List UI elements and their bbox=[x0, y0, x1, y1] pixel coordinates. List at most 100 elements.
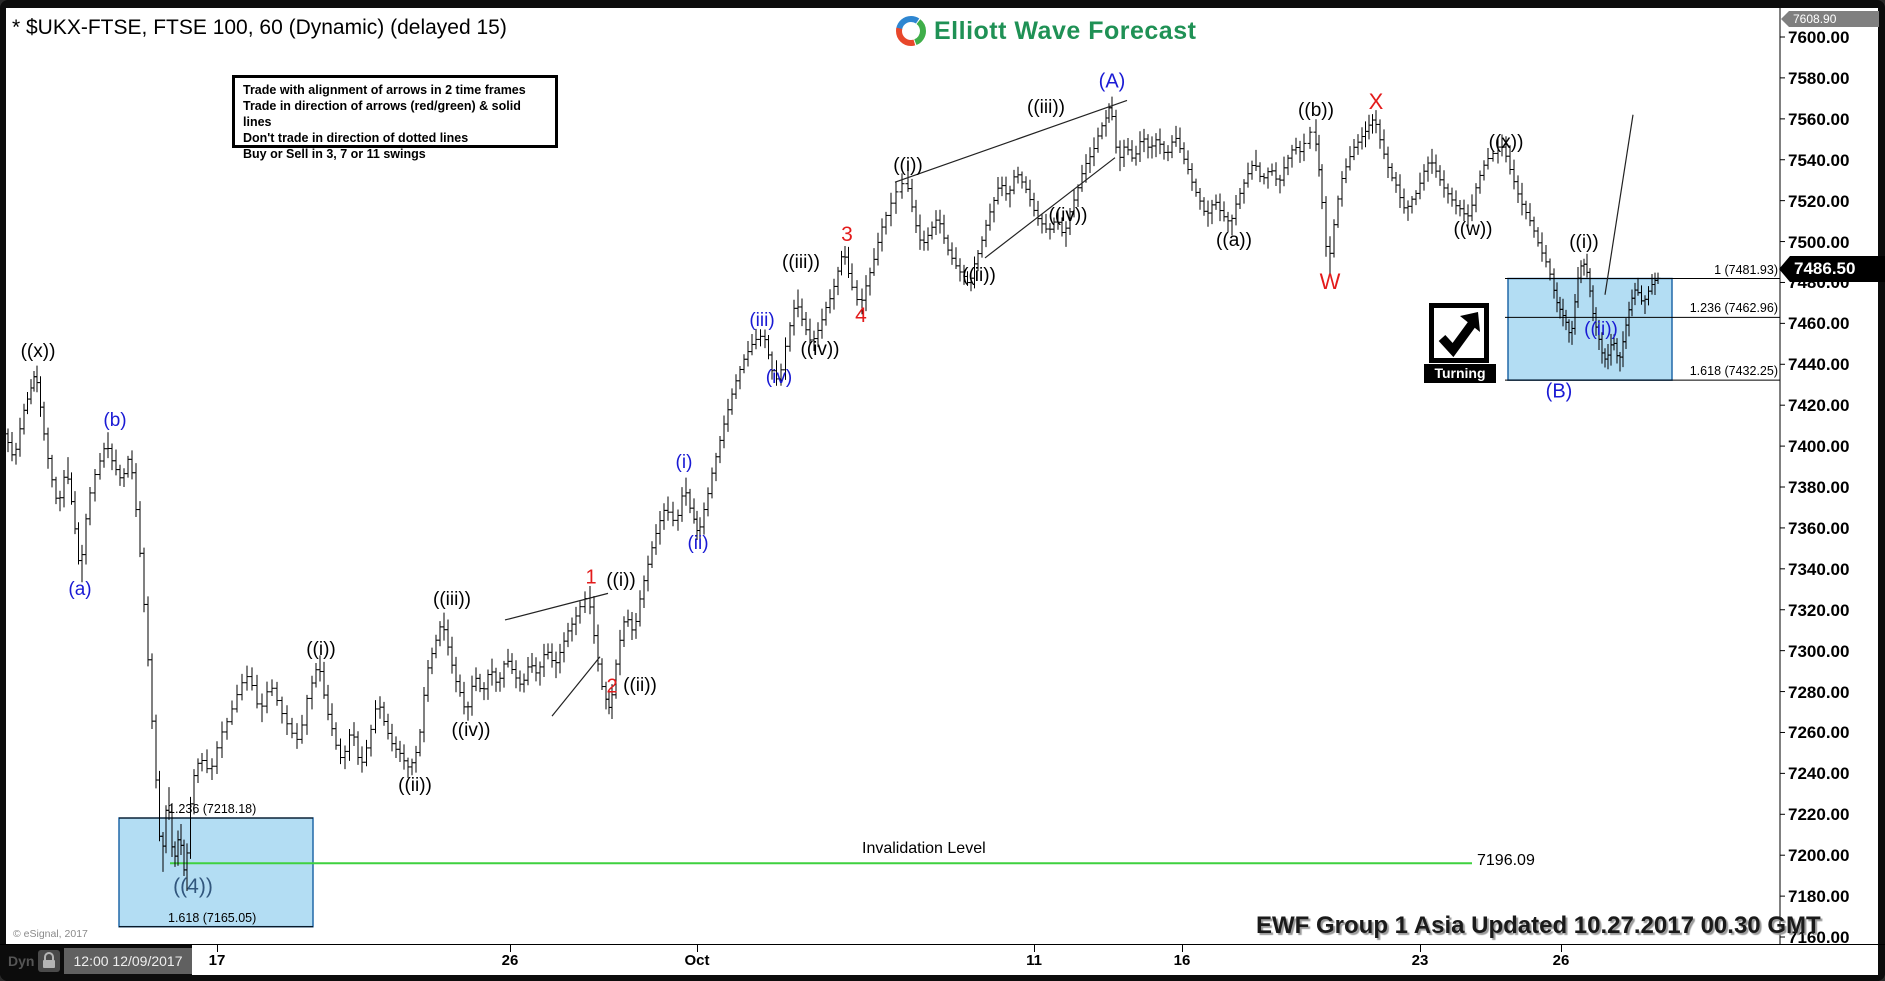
invalidation-value: 7196.09 bbox=[1477, 852, 1535, 870]
price-axis-pane[interactable]: 7600.00 7580.00 7560.00 7540.00 7520.00 7500.… bbox=[1780, 8, 1878, 948]
trade-note-line: Don't trade in direction of dotted lines bbox=[243, 131, 469, 145]
x-axis-tick bbox=[1420, 945, 1421, 952]
price-axis-label: 7340.00 bbox=[1788, 559, 1850, 579]
x-axis-label: 11 bbox=[1026, 952, 1042, 969]
wave-label[interactable]: ((ii)) bbox=[623, 675, 657, 696]
fib-level-label: 1.236 (7462.96) bbox=[1689, 301, 1778, 316]
invalidation-label: Invalidation Level bbox=[862, 840, 986, 858]
price-axis-label: 7320.00 bbox=[1788, 600, 1850, 620]
update-stamp: EWF Group 1 Asia Updated 10.27.2017 00.3… bbox=[1256, 912, 1821, 939]
wave-label[interactable]: ((i)) bbox=[893, 155, 923, 176]
wave-label[interactable]: ((ii)) bbox=[398, 775, 432, 796]
wave-label[interactable]: W bbox=[1319, 269, 1341, 294]
trendline[interactable] bbox=[984, 157, 1116, 259]
price-axis-label: 7520.00 bbox=[1788, 191, 1850, 211]
wave-label[interactable]: ((iv)) bbox=[1048, 205, 1088, 226]
x-axis-tick bbox=[217, 945, 218, 952]
x-axis-label: 23 bbox=[1411, 952, 1429, 969]
brand-name: Elliott Wave Forecast bbox=[934, 16, 1197, 45]
price-axis-label: 7160.00 bbox=[1788, 928, 1850, 948]
trendline[interactable] bbox=[894, 99, 1128, 183]
wave-label[interactable]: ((a)) bbox=[1216, 230, 1252, 251]
wave-label[interactable]: ((iv)) bbox=[800, 339, 840, 360]
x-axis-tick bbox=[1182, 945, 1183, 952]
fib-level-label: 1.618 (7165.05) bbox=[168, 910, 257, 925]
wave-label[interactable]: ((iv)) bbox=[451, 720, 491, 741]
fib-target-box[interactable] bbox=[118, 817, 314, 928]
wave-label[interactable]: ((b)) bbox=[1298, 100, 1334, 121]
price-axis-label: 7200.00 bbox=[1788, 846, 1850, 866]
wave-label[interactable]: ((ii)) bbox=[1584, 319, 1618, 340]
price-axis-label: 7400.00 bbox=[1788, 437, 1850, 457]
price-axis-label: 7460.00 bbox=[1788, 314, 1850, 334]
wave-label[interactable]: 4 bbox=[855, 304, 867, 327]
fib-level-label: 1.236 (7218.18) bbox=[168, 802, 257, 816]
price-axis-label: 7580.00 bbox=[1788, 68, 1850, 88]
trade-note-box[interactable]: Trade with alignment of arrows in 2 time… bbox=[232, 75, 558, 161]
wave-label[interactable]: ((x)) bbox=[20, 341, 56, 362]
wave-label[interactable]: ((x)) bbox=[1488, 132, 1524, 153]
wave-label[interactable]: ((iii)) bbox=[782, 252, 820, 273]
turning-badge[interactable]: Turning bbox=[1424, 303, 1496, 383]
wave-label[interactable]: ((i)) bbox=[1569, 232, 1599, 253]
mode-indicator: Dyn bbox=[8, 953, 35, 969]
price-axis-label: 7260.00 bbox=[1788, 723, 1850, 743]
wave-label[interactable]: (a) bbox=[68, 579, 92, 600]
price-axis-label: 7420.00 bbox=[1788, 396, 1850, 416]
wave-label[interactable]: 3 bbox=[841, 223, 853, 246]
trade-note-line: Trade with alignment of arrows in 2 time… bbox=[243, 83, 526, 97]
brand-logo-icon bbox=[896, 16, 926, 46]
wave-label[interactable]: ((ii)) bbox=[962, 265, 996, 286]
lock-icon[interactable] bbox=[38, 950, 60, 972]
bottom-control-cluster: Dyn 12:00 12/09/2017 bbox=[0, 945, 192, 981]
price-axis-label: 7220.00 bbox=[1788, 805, 1850, 825]
trade-note-line: Trade in direction of arrows (red/green)… bbox=[243, 99, 521, 129]
trendline[interactable] bbox=[551, 656, 601, 717]
datetime-display[interactable]: 12:00 12/09/2017 bbox=[64, 948, 192, 974]
session-high-tag: 7608.90 bbox=[1781, 10, 1879, 27]
wave-label[interactable]: (iv) bbox=[765, 367, 793, 388]
trendline[interactable] bbox=[1604, 114, 1634, 295]
x-axis-label: 26 bbox=[501, 952, 519, 969]
wave-label[interactable]: (B) bbox=[1545, 380, 1573, 403]
x-axis: 17 26 Oct 11 16 23 26 bbox=[192, 945, 1878, 975]
wave-label[interactable]: ((iii)) bbox=[433, 589, 471, 610]
wave-label[interactable]: (i) bbox=[675, 452, 693, 473]
wave-label[interactable]: ((w)) bbox=[1453, 219, 1493, 240]
x-axis-label: 26 bbox=[1552, 952, 1570, 969]
price-axis-label: 7360.00 bbox=[1788, 518, 1850, 538]
wave-label[interactable]: (b) bbox=[103, 410, 127, 431]
wave-label[interactable]: (iii) bbox=[749, 310, 775, 331]
price-axis-label: 7540.00 bbox=[1788, 150, 1850, 170]
trade-note-line: Buy or Sell in 3, 7 or 11 swings bbox=[243, 147, 426, 161]
price-axis-label: 7500.00 bbox=[1788, 232, 1850, 252]
wave-label[interactable]: ((iii)) bbox=[1027, 97, 1065, 118]
last-price-tag: 7486.50 bbox=[1779, 256, 1885, 283]
esignal-credit: © eSignal, 2017 bbox=[13, 928, 88, 940]
x-axis-label: 16 bbox=[1173, 952, 1191, 969]
price-axis-label: 7280.00 bbox=[1788, 682, 1850, 702]
price-axis-label: 7380.00 bbox=[1788, 478, 1850, 497]
wave-label[interactable]: ((i)) bbox=[306, 639, 336, 660]
x-axis-tick bbox=[697, 945, 698, 952]
wave-label[interactable]: ((i)) bbox=[606, 570, 636, 591]
bottom-bar: 17 26 Oct 11 16 23 26 Dyn 12:00 12/09/2017 bbox=[0, 944, 1885, 981]
price-axis-label: 7600.00 bbox=[1788, 28, 1850, 47]
ohlc-bars bbox=[5, 96, 1661, 891]
trendline[interactable] bbox=[504, 592, 609, 621]
chart-title: * $UKX-FTSE, FTSE 100, 60 (Dynamic) (del… bbox=[12, 16, 507, 39]
wave-label[interactable]: 1 bbox=[585, 566, 597, 589]
wave-label[interactable]: ((4)) bbox=[173, 875, 213, 898]
wave-label[interactable]: 2 bbox=[606, 675, 618, 698]
wave-label[interactable]: X bbox=[1368, 89, 1384, 114]
x-axis-label: 17 bbox=[208, 952, 226, 969]
wave-label[interactable]: (ii) bbox=[687, 533, 709, 554]
x-axis-label: Oct bbox=[684, 952, 710, 969]
turning-label: Turning bbox=[1424, 364, 1496, 383]
wave-label[interactable]: (A) bbox=[1098, 70, 1126, 93]
x-axis-tick bbox=[510, 945, 511, 952]
fib-level-label: 1 (7481.93) bbox=[1714, 262, 1778, 277]
fib-level-label: 1.618 (7432.25) bbox=[1689, 364, 1778, 379]
